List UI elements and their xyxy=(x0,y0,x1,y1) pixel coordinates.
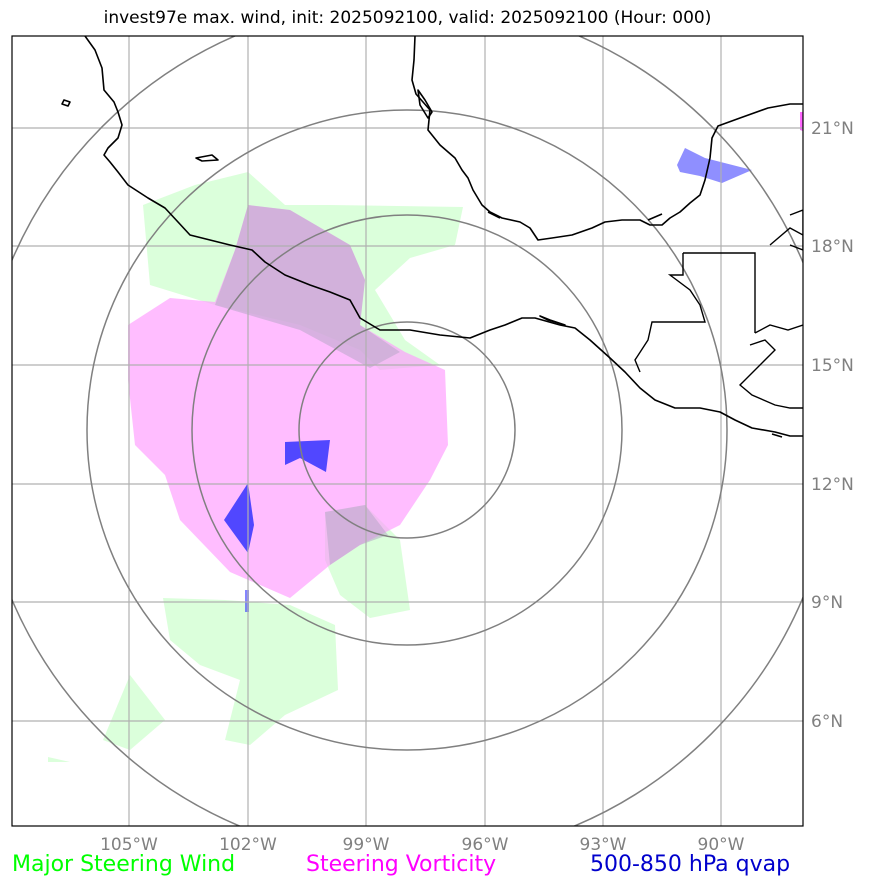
lon-tick-90w: 90°W xyxy=(698,835,745,855)
coastline xyxy=(61,36,803,438)
legend-steering-vorticity: Steering Vorticity xyxy=(306,852,497,877)
lat-tick-9n: 9°N xyxy=(811,593,843,613)
country-borders xyxy=(634,209,803,409)
map-title: invest97e max. wind, init: 2025092100, v… xyxy=(103,8,712,28)
lat-tick-15n: 15°N xyxy=(811,356,854,376)
range-rings xyxy=(12,36,803,826)
lat-tick-12n: 12°N xyxy=(811,475,854,495)
lon-tick-96w: 96°W xyxy=(462,835,509,855)
legend-steering-wind: Major Steering Wind xyxy=(12,852,236,877)
qvap-areas xyxy=(224,112,803,612)
lon-tick-105w: 105°W xyxy=(100,835,158,855)
lon-tick-93w: 93°W xyxy=(580,835,627,855)
lat-tick-21n: 21°N xyxy=(811,119,854,139)
lat-tick-6n: 6°N xyxy=(811,712,843,732)
legend-qvap: 500-850 hPa qvap xyxy=(590,852,791,877)
lon-tick-102w: 102°W xyxy=(219,835,277,855)
lon-tick-99w: 99°W xyxy=(343,835,390,855)
lat-tick-18n: 18°N xyxy=(811,237,854,257)
longitude-tick-labels: 105°W 102°W 99°W 96°W 93°W 90°W xyxy=(100,835,745,855)
latitude-tick-labels: 21°N 18°N 15°N 12°N 9°N 6°N xyxy=(811,119,854,732)
graticule xyxy=(12,36,803,826)
steering-vorticity-areas xyxy=(128,205,448,598)
map-frame xyxy=(11,35,804,827)
